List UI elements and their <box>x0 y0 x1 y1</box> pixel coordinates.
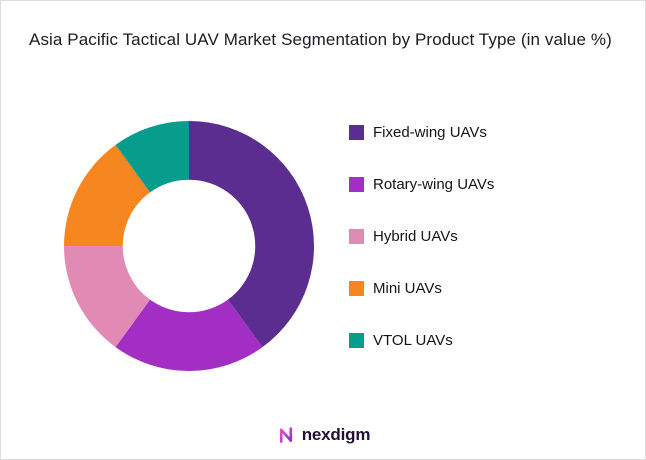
legend-swatch <box>349 124 364 140</box>
legend-swatch <box>349 228 364 244</box>
legend-item: Hybrid UAVs <box>349 227 494 245</box>
brand-wordmark: nexdigm <box>301 425 371 444</box>
chart-title: Asia Pacific Tactical UAV Market Segment… <box>29 30 612 49</box>
donut-chart-area <box>59 116 319 376</box>
legend-swatch <box>349 332 364 348</box>
legend-label: VTOL UAVs <box>373 331 453 349</box>
brand-footer: nexdigm <box>1 425 645 445</box>
legend-item: Rotary-wing UAVs <box>349 175 494 193</box>
donut-segment-mini-uavs <box>64 144 151 246</box>
legend-swatch <box>349 280 364 296</box>
legend-item: VTOL UAVs <box>349 331 494 349</box>
donut-chart <box>64 121 315 372</box>
donut-segment-rotary-wing-uavs <box>115 299 263 372</box>
legend: Fixed-wing UAVs Rotary-wing UAVs Hybrid UA… <box>349 123 494 349</box>
legend-label: Mini UAVs <box>373 279 442 297</box>
nexdigm-logo-icon <box>279 427 292 443</box>
legend-label: Fixed-wing UAVs <box>373 123 487 141</box>
legend-swatch <box>349 176 364 192</box>
donut-segment-fixed-wing-uavs <box>189 121 315 348</box>
legend-label: Rotary-wing UAVs <box>373 175 495 193</box>
legend-item: Fixed-wing UAVs <box>349 123 494 141</box>
legend-label: Hybrid UAVs <box>373 227 458 245</box>
donut-segment-vtol-uavs <box>115 121 189 193</box>
donut-segment-hybrid-uavs <box>64 246 151 348</box>
legend-item: Mini UAVs <box>349 279 494 297</box>
